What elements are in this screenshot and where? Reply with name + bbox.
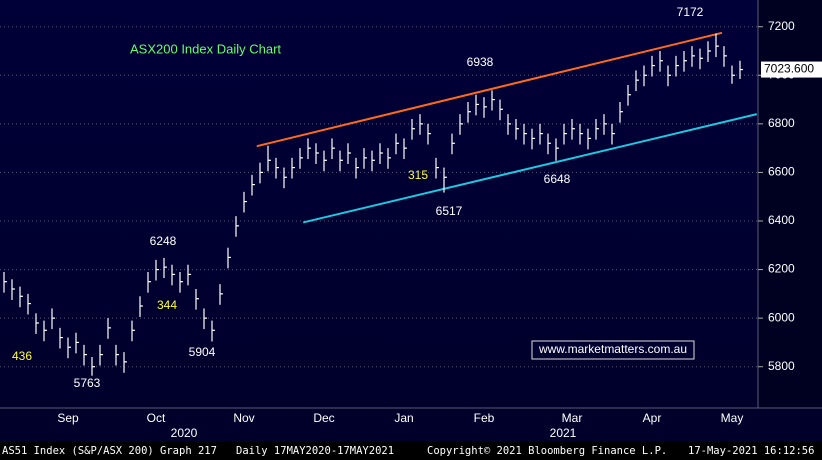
x-tick-label: Sep — [57, 411, 79, 425]
y-tick-label: 6800 — [768, 116, 795, 130]
y-tick-label: 6400 — [768, 213, 795, 227]
footer-text: Daily 17MAY2020-17MAY2021 — [236, 445, 394, 457]
year-label: 2021 — [550, 426, 577, 440]
x-tick-label: Jan — [394, 411, 413, 425]
y-tick-label: 7200 — [768, 19, 795, 33]
footer-text: Copyright© 2021 Bloomberg Finance L.P. — [427, 445, 667, 457]
year-label: 2020 — [171, 426, 198, 440]
x-tick-label: Apr — [643, 411, 662, 425]
x-tick-label: Feb — [474, 411, 495, 425]
y-tick-label: 5800 — [768, 359, 795, 373]
annotation: 6648 — [544, 172, 571, 186]
x-tick-label: Nov — [233, 411, 254, 425]
annotation: 6938 — [467, 55, 494, 69]
annotation: 6248 — [150, 234, 177, 248]
annotation: 344 — [157, 298, 177, 312]
last-price-label: 7023.600 — [764, 62, 814, 76]
annotation: 7172 — [677, 5, 704, 19]
footer-text: 17-May-2021 16:12:56 — [688, 445, 814, 457]
x-tick-label: Oct — [147, 411, 166, 425]
trend-line — [302, 113, 758, 224]
y-tick-label: 6200 — [768, 262, 795, 276]
annotation: 5904 — [189, 345, 216, 359]
plot-background — [0, 0, 822, 442]
watermark: www.marketmatters.com.au — [538, 342, 687, 356]
watermark-box — [531, 340, 695, 360]
y-tick-label: 6600 — [768, 165, 795, 179]
footer-text: AS51 Index (S&P/ASX 200) Graph 217 — [2, 445, 217, 457]
chart-title: ASX200 Index Daily Chart — [130, 41, 281, 56]
annotation: 315 — [408, 168, 428, 182]
last-price-box — [761, 61, 822, 78]
annotation: 5763 — [74, 376, 101, 390]
annotation: 6517 — [436, 204, 463, 218]
x-tick-label: May — [721, 411, 744, 425]
annotation: 436 — [12, 349, 32, 363]
x-tick-label: Mar — [562, 411, 583, 425]
footer-band — [0, 442, 822, 460]
trend-line — [256, 31, 723, 148]
x-tick-label: Dec — [313, 411, 334, 425]
y-tick-label: 6000 — [768, 310, 795, 324]
